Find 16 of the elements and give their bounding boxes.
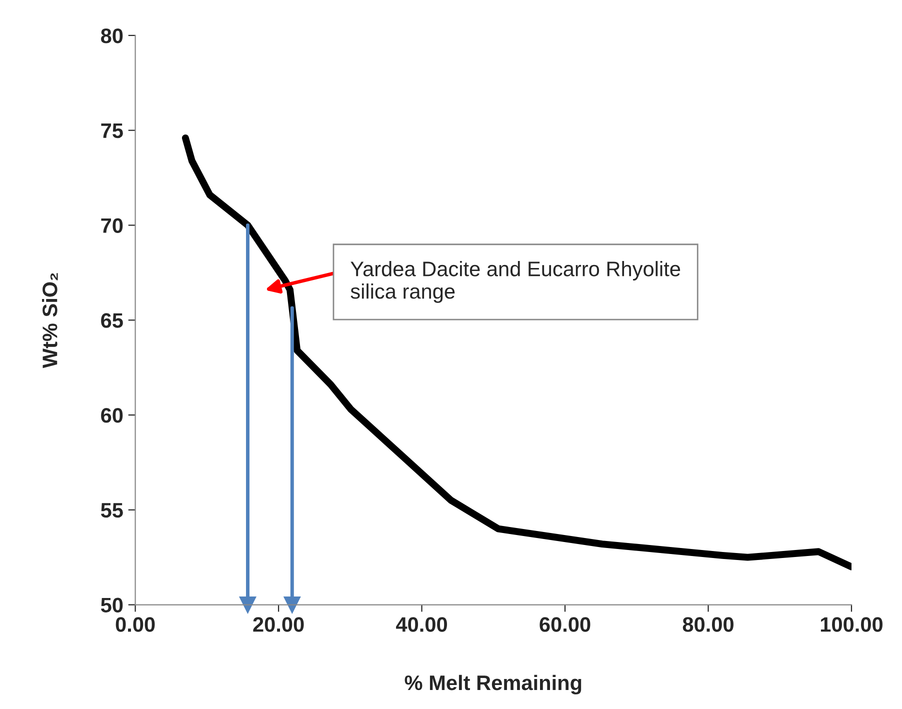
y-tick-label: 65 [101, 313, 123, 328]
x-tick-label: 60.00 [540, 617, 590, 632]
x-tick-label: 0.00 [116, 617, 155, 632]
y-tick-label: 80 [100, 28, 123, 44]
x-tick-label: 20.00 [253, 617, 304, 632]
annotation: Yardea Dacite and Eucarro Rhyolite silica range [350, 261, 680, 303]
y-tick-label: 70 [101, 218, 123, 233]
y-tick-label: 55 [100, 503, 123, 518]
x-tick-label: 100.00 [820, 617, 882, 632]
x-tick-label: 40.00 [396, 617, 447, 632]
x-tick-label: 80.00 [682, 617, 734, 632]
y-axis-title: Wt% SiO₂ [42, 273, 58, 368]
y-tick-label: 60 [101, 408, 123, 423]
y-tick-label: 50 [100, 598, 123, 613]
y-tick-label: 75 [101, 124, 123, 138]
x-axis-title: % Melt Remaining [404, 674, 582, 694]
